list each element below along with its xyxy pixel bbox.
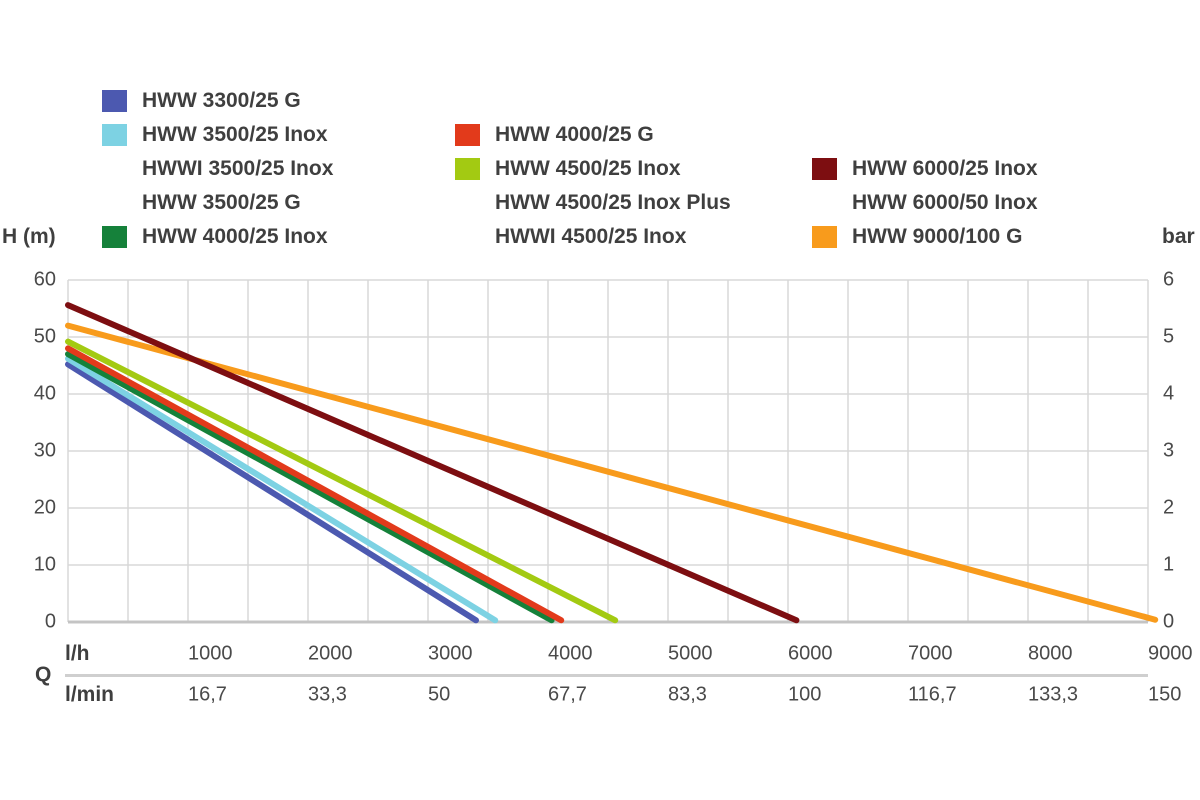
legend-item: HWW 3300/25 G [102, 84, 301, 118]
legend-item-label: HWW 4500/25 Inox [495, 157, 681, 180]
x-tick-lmin: 133,3 [1028, 683, 1079, 706]
curve-hww-3500-25-inox [65, 355, 499, 624]
legend-swatch-icon [102, 124, 127, 146]
y-right-tick: 5 [1163, 325, 1175, 348]
legend-item: HWW 4000/25 Inox [102, 220, 328, 254]
legend-swatch-icon [455, 124, 480, 146]
legend-item: HWWI 4500/25 Inox [455, 220, 686, 254]
y-left-tick: 20 [33, 496, 56, 519]
legend-item-label: HWW 4000/25 G [495, 123, 654, 146]
y-right-tick: 6 [1163, 268, 1175, 291]
x-tick-lh: 4000 [548, 642, 593, 665]
legend-swatch-icon [455, 158, 480, 180]
legend-item: HWW 3500/25 G [102, 186, 301, 220]
y-left-tick: 0 [44, 610, 56, 633]
x-tick-lh: 1000 [188, 642, 233, 665]
legend-item: HWW 4500/25 Inox [455, 152, 681, 186]
legend-item: HWW 6000/50 Inox [812, 186, 1038, 220]
curve-hww-4500-25-inox [65, 338, 619, 624]
legend-item: HWW 4000/25 G [455, 118, 654, 152]
x-tick-lmin: 150 [1148, 683, 1182, 706]
curve-hww-4000-25-inox [65, 351, 555, 624]
legend-swatch-icon [812, 158, 837, 180]
x-tick-lmin: 83,3 [668, 683, 707, 706]
legend-item: HWW 9000/100 G [812, 220, 1022, 254]
legend-swatch-icon [102, 90, 127, 112]
x-tick-lh: 3000 [428, 642, 473, 665]
x-tick-lmin: 100 [788, 683, 822, 706]
y-left-axis-label: H (m) [2, 225, 56, 248]
y-right-tick: 3 [1163, 439, 1175, 462]
legend-item-label: HWW 4000/25 Inox [142, 225, 328, 248]
x-tick-lh: 7000 [908, 642, 953, 665]
legend-item: HWW 4500/25 Inox Plus [455, 186, 731, 220]
x-axis-divider [65, 674, 1148, 677]
y-right-tick: 2 [1163, 496, 1175, 519]
y-right-tick: 4 [1163, 382, 1175, 405]
legend-item-label: HWW 4500/25 Inox Plus [495, 191, 731, 214]
x-tick-lh: 9000 [1148, 642, 1193, 665]
legend-item-label: HWWI 3500/25 Inox [142, 157, 334, 180]
legend-swatch-icon [812, 226, 837, 248]
legend-item-label: HWW 6000/50 Inox [852, 191, 1038, 214]
legend-item-label: HWWI 4500/25 Inox [495, 225, 687, 248]
x-axis-unit-lh: l/h [65, 642, 90, 665]
legend-item-label: HWW 3500/25 Inox [142, 123, 328, 146]
y-right-tick: 1 [1163, 553, 1175, 576]
x-tick-lmin: 16,7 [188, 683, 227, 706]
curve-hww-9000-100-g [65, 322, 1159, 623]
y-left-tick: 40 [33, 382, 56, 405]
legend-swatch-icon [102, 226, 127, 248]
x-tick-lh: 8000 [1028, 642, 1073, 665]
y-left-tick: 50 [33, 325, 56, 348]
legend-item-label: HWW 6000/25 Inox [852, 157, 1038, 180]
y-right-axis-label: bar [1162, 225, 1195, 248]
x-tick-lmin: 67,7 [548, 683, 587, 706]
legend-item-label: HWW 9000/100 G [852, 225, 1023, 248]
curve-hww-4000-25-g [65, 345, 565, 624]
x-tick-lmin: 50 [428, 683, 451, 706]
x-tick-lh: 5000 [668, 642, 713, 665]
legend-item: HWW 6000/25 Inox [812, 152, 1038, 186]
y-left-tick: 60 [33, 268, 56, 291]
x-axis-label: Q [35, 663, 52, 686]
curve-hww-3300-25-g [65, 361, 479, 624]
curve-hww-6000-25-inox [65, 302, 800, 624]
x-tick-lmin: 33,3 [308, 683, 347, 706]
y-right-tick: 0 [1163, 610, 1175, 633]
x-tick-lmin: 116,7 [908, 683, 957, 706]
legend-item: HWW 3500/25 Inox [102, 118, 328, 152]
y-left-tick: 30 [33, 439, 56, 462]
y-left-tick: 10 [33, 553, 56, 576]
legend-item: HWWI 3500/25 Inox [102, 152, 333, 186]
legend-item-label: HWW 3300/25 G [142, 89, 301, 112]
x-tick-lh: 2000 [308, 642, 353, 665]
legend-item-label: HWW 3500/25 G [142, 191, 301, 214]
x-axis-unit-lmin: l/min [65, 683, 115, 706]
x-tick-lh: 6000 [788, 642, 833, 665]
